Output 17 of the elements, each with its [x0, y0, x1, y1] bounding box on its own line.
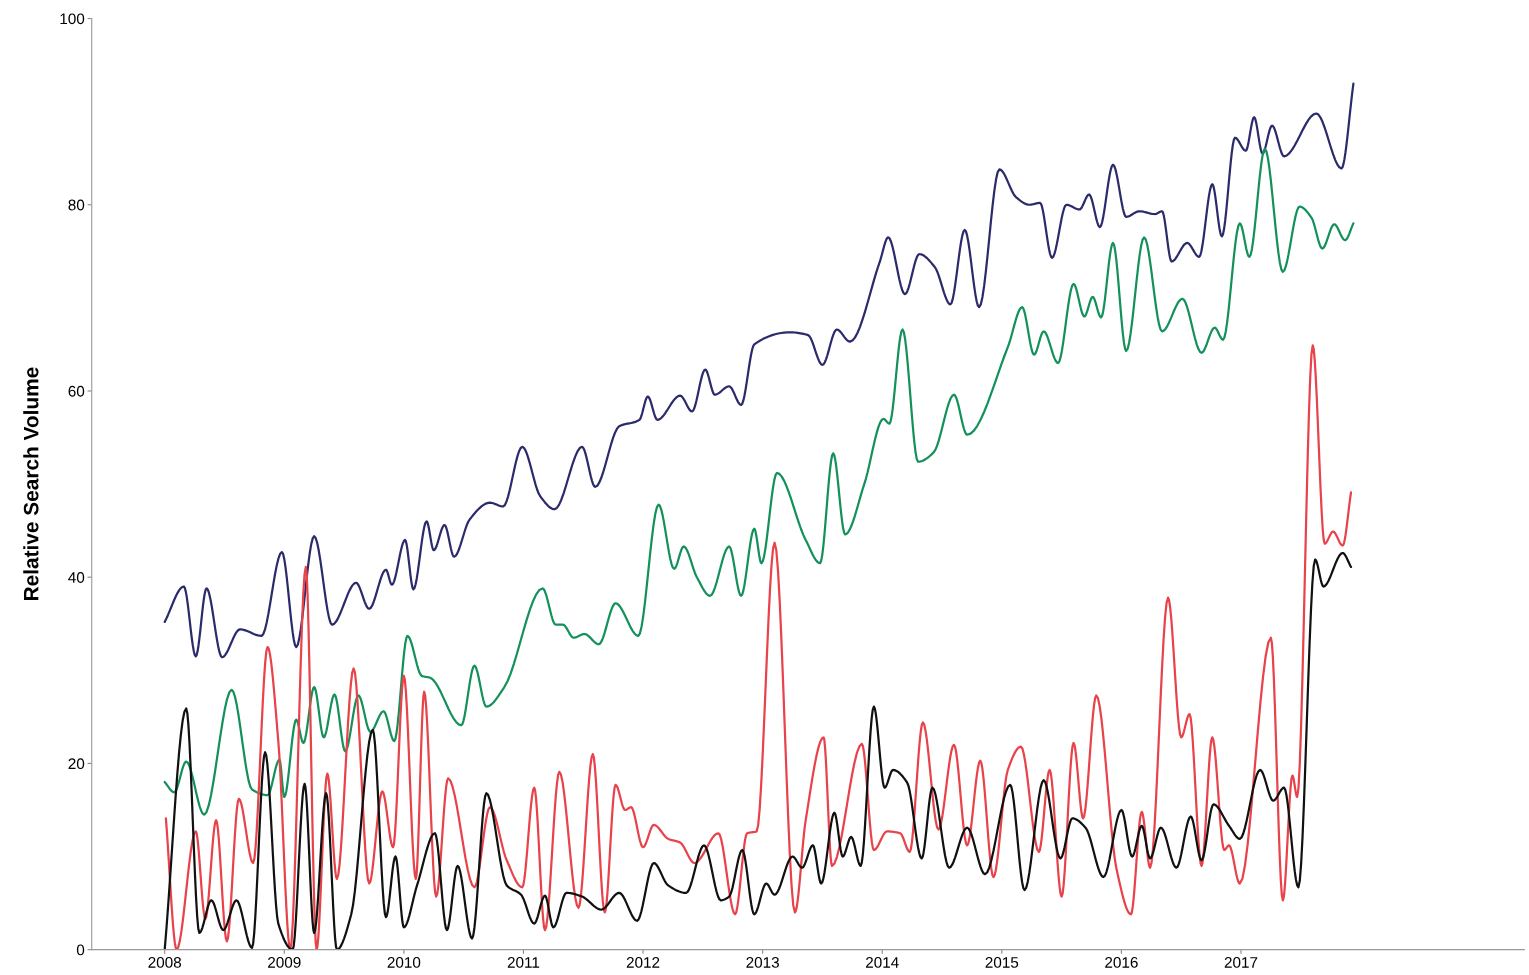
- y-tick-label: 0: [76, 944, 85, 956]
- x-tick-label: 2011: [507, 957, 540, 968]
- y-tick-label: 40: [68, 572, 85, 583]
- x-tick-label: 2015: [985, 957, 1019, 968]
- y-tick-label: 20: [68, 758, 85, 770]
- x-tick-label: 2014: [866, 957, 899, 968]
- y-axis-title: Relative Search Volume: [23, 367, 39, 601]
- x-tick-label: 2012: [626, 957, 660, 968]
- x-tick-label: 2013: [746, 957, 779, 968]
- x-tick-label: 2010: [387, 957, 421, 968]
- y-tick-label: 100: [60, 13, 85, 25]
- x-tick-label: 2008: [148, 957, 182, 968]
- x-tick-label: 2009: [268, 957, 301, 968]
- x-tick-label: 2016: [1105, 957, 1138, 968]
- x-tick-label: 2017: [1224, 957, 1258, 968]
- y-tick-label: 60: [68, 385, 85, 397]
- y-tick-label: 80: [68, 199, 85, 211]
